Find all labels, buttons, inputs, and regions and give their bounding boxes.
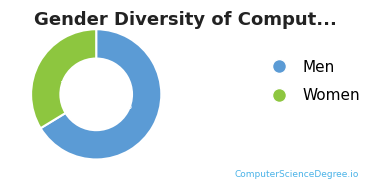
Text: 66.3%: 66.3% bbox=[97, 101, 132, 111]
Wedge shape bbox=[41, 29, 161, 159]
Text: Gender Diversity of Comput...: Gender Diversity of Comput... bbox=[34, 11, 336, 29]
Text: ComputerScienceDegree.io: ComputerScienceDegree.io bbox=[235, 170, 359, 179]
Text: 33.7%: 33.7% bbox=[59, 81, 94, 91]
Legend: Men, Women: Men, Women bbox=[258, 53, 366, 109]
Wedge shape bbox=[31, 29, 96, 128]
